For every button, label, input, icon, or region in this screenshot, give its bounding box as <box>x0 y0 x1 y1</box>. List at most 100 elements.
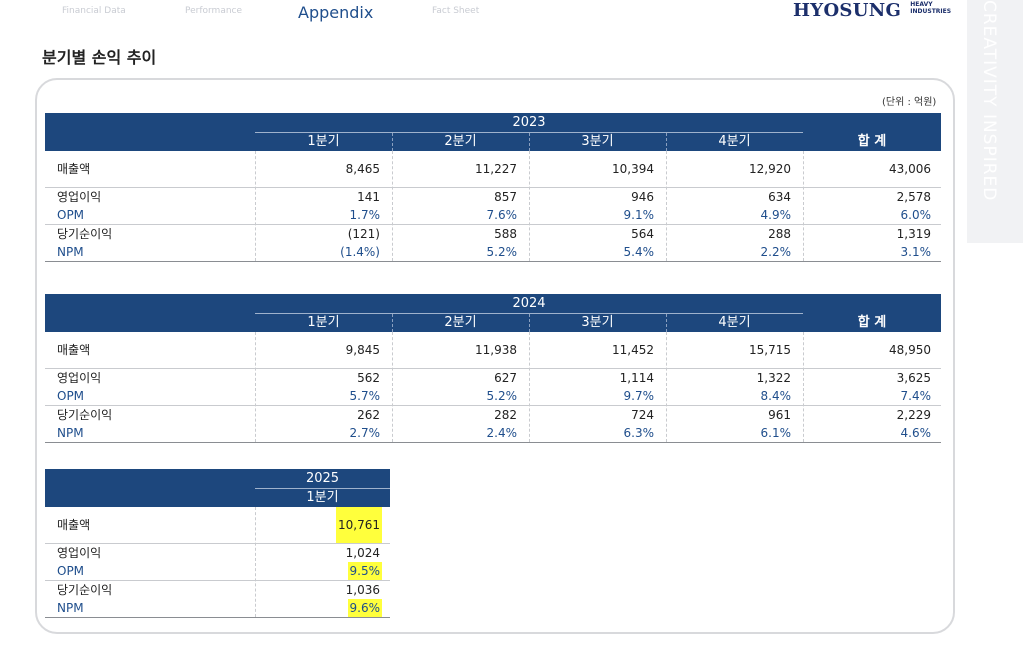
table-cell: 2.2% <box>760 245 792 259</box>
row-label: 매출액 <box>57 162 91 176</box>
quarter-header: 1분기 <box>307 134 340 149</box>
header-separator <box>666 133 667 151</box>
highlighted-cell: 9.6% <box>347 599 382 617</box>
table-body: 매출액 9,845 11,938 11,452 15,715 48,950 영업… <box>45 332 941 443</box>
row-label: NPM <box>57 601 84 615</box>
row-label: 영업이익 <box>57 371 102 385</box>
table-cell: 11,938 <box>475 343 517 357</box>
row-label: 당기순이익 <box>57 583 113 597</box>
table-row-opm: OPM 5.7% 5.2% 9.7% 8.4% 7.4% <box>45 387 941 406</box>
table-cell: 282 <box>494 408 517 422</box>
top-nav: Financial Data Performance Appendix Fact… <box>0 0 980 26</box>
table-cell: 724 <box>631 408 654 422</box>
column-divider <box>666 151 667 261</box>
table-cell: 1,024 <box>345 546 380 560</box>
table-cell: 9,845 <box>345 343 380 357</box>
table-row-npm: NPM 9.6% <box>45 599 390 617</box>
logo-sub-line2: INDUSTRIES <box>910 8 952 15</box>
header-separator <box>392 314 393 332</box>
table-cell: (1.4%) <box>340 245 380 259</box>
table-cell: (121) <box>347 227 380 241</box>
table-header: 2025 1분기 <box>45 469 390 507</box>
header-separator <box>666 314 667 332</box>
table-cell: 8.4% <box>760 389 792 403</box>
year-label: 2024 <box>512 296 546 311</box>
hyosung-logo: HYOSUNG HEAVY INDUSTRIES <box>793 0 951 22</box>
page-title: 분기별 손익 추이 <box>42 48 157 67</box>
table-cell: 43,006 <box>889 162 931 176</box>
column-divider <box>392 151 393 261</box>
table-cell: 857 <box>494 190 517 204</box>
table-cell: 5.7% <box>349 389 381 403</box>
quarter-header: 4분기 <box>718 315 751 330</box>
table-cell: 5.4% <box>623 245 655 259</box>
side-banner: CREATIVITY INSPIRED <box>967 0 1023 243</box>
header-divider <box>255 313 803 314</box>
table-cell: 262 <box>357 408 380 422</box>
tab-fact-sheet[interactable]: Fact Sheet <box>432 6 480 16</box>
total-header: 합 계 <box>857 134 887 149</box>
content-panel <box>35 78 955 634</box>
table-header: 2024 1분기 2분기 3분기 4분기 합 계 <box>45 294 941 332</box>
quarter-header: 2분기 <box>444 134 477 149</box>
column-divider <box>255 507 256 617</box>
column-divider <box>255 151 256 261</box>
table-cell: 3.1% <box>900 245 932 259</box>
table-body: 매출액 10,761 영업이익 1,024 OPM 9.5% 당기순이익 1,0… <box>45 507 390 618</box>
column-divider <box>392 332 393 442</box>
table-2023: 2023 1분기 2분기 3분기 4분기 합 계 매출액 8,465 11,22… <box>45 113 941 262</box>
side-banner-text: CREATIVITY INSPIRED <box>979 0 999 202</box>
row-label: 영업이익 <box>57 190 102 204</box>
table-cell: 2,578 <box>896 190 931 204</box>
table-cell: 12,920 <box>749 162 791 176</box>
table-row-op-income: 영업이익 562 627 1,114 1,322 3,625 <box>45 369 941 387</box>
table-cell: 5.2% <box>486 245 518 259</box>
table-cell: 8,465 <box>345 162 380 176</box>
tab-appendix[interactable]: Appendix <box>298 3 374 22</box>
logo-main-text: HYOSUNG <box>793 0 902 21</box>
table-cell: 562 <box>357 371 380 385</box>
logo-sub-text: HEAVY INDUSTRIES <box>910 1 951 15</box>
column-divider <box>255 332 256 442</box>
row-label: 당기순이익 <box>57 227 113 241</box>
row-label: 영업이익 <box>57 546 102 560</box>
quarter-header: 3분기 <box>581 134 614 149</box>
table-cell: 4.6% <box>900 426 932 440</box>
table-row-revenue: 매출액 8,465 11,227 10,394 12,920 43,006 <box>45 151 941 188</box>
column-divider <box>803 332 804 442</box>
tab-financial-data[interactable]: Financial Data <box>62 6 126 16</box>
table-cell: 2,229 <box>896 408 931 422</box>
column-divider <box>529 151 530 261</box>
table-body: 매출액 8,465 11,227 10,394 12,920 43,006 영업… <box>45 151 941 262</box>
row-label: 매출액 <box>57 343 91 357</box>
header-divider <box>255 132 803 133</box>
table-row-npm: NPM (1.4%) 5.2% 5.4% 2.2% 3.1% <box>45 243 941 261</box>
highlighted-cell: 9.5% <box>347 562 382 580</box>
tab-performance[interactable]: Performance <box>185 6 243 16</box>
table-cell: 6.0% <box>900 208 932 222</box>
table-cell: 141 <box>357 190 380 204</box>
unit-label: (단위 : 억원) <box>882 97 937 108</box>
row-label: OPM <box>57 208 85 222</box>
table-row-npm: NPM 2.7% 2.4% 6.3% 6.1% 4.6% <box>45 424 941 442</box>
row-label: NPM <box>57 426 84 440</box>
table-cell: 48,950 <box>889 343 931 357</box>
quarter-header: 1분기 <box>306 490 339 505</box>
row-label: OPM <box>57 564 85 578</box>
table-cell: 3,625 <box>896 371 931 385</box>
table-cell: 7.4% <box>900 389 932 403</box>
table-cell: 6.1% <box>760 426 792 440</box>
column-divider <box>529 332 530 442</box>
table-row-revenue: 매출액 10,761 <box>45 507 390 544</box>
table-cell: 564 <box>631 227 654 241</box>
header-separator <box>392 133 393 151</box>
quarter-header: 3분기 <box>581 315 614 330</box>
table-cell: 5.2% <box>486 389 518 403</box>
table-row-net-income: 당기순이익 262 282 724 961 2,229 <box>45 406 941 424</box>
table-cell: 946 <box>631 190 654 204</box>
column-divider <box>803 151 804 261</box>
row-label: OPM <box>57 389 85 403</box>
table-2024: 2024 1분기 2분기 3분기 4분기 합 계 매출액 9,845 11,93… <box>45 294 941 443</box>
table-row-opm: OPM 9.5% <box>45 562 390 581</box>
table-cell: 7.6% <box>486 208 518 222</box>
